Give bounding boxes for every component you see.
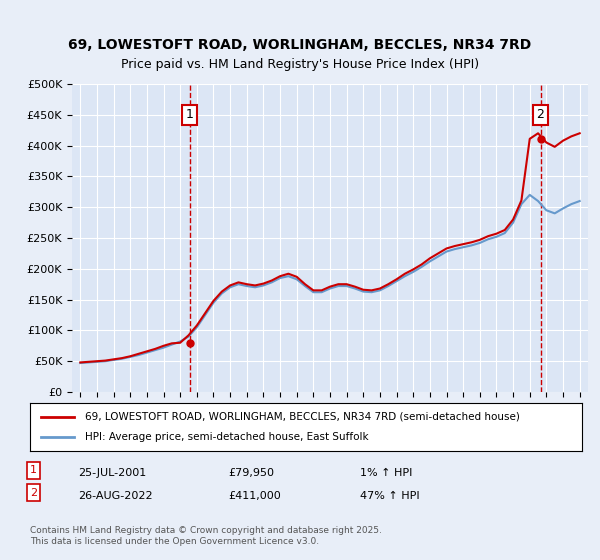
- Text: 2: 2: [536, 108, 544, 122]
- Text: 47% ↑ HPI: 47% ↑ HPI: [360, 491, 419, 501]
- Text: 69, LOWESTOFT ROAD, WORLINGHAM, BECCLES, NR34 7RD: 69, LOWESTOFT ROAD, WORLINGHAM, BECCLES,…: [68, 38, 532, 52]
- Text: 1% ↑ HPI: 1% ↑ HPI: [360, 468, 412, 478]
- Text: £411,000: £411,000: [228, 491, 281, 501]
- Text: £79,950: £79,950: [228, 468, 274, 478]
- Text: Price paid vs. HM Land Registry's House Price Index (HPI): Price paid vs. HM Land Registry's House …: [121, 58, 479, 71]
- Text: 69, LOWESTOFT ROAD, WORLINGHAM, BECCLES, NR34 7RD (semi-detached house): 69, LOWESTOFT ROAD, WORLINGHAM, BECCLES,…: [85, 412, 520, 422]
- Text: 1: 1: [30, 465, 37, 475]
- Text: Contains HM Land Registry data © Crown copyright and database right 2025.
This d: Contains HM Land Registry data © Crown c…: [30, 526, 382, 546]
- Text: 25-JUL-2001: 25-JUL-2001: [78, 468, 146, 478]
- Text: 1: 1: [186, 108, 194, 122]
- Text: HPI: Average price, semi-detached house, East Suffolk: HPI: Average price, semi-detached house,…: [85, 432, 369, 442]
- Text: 26-AUG-2022: 26-AUG-2022: [78, 491, 152, 501]
- Text: 2: 2: [30, 488, 37, 498]
